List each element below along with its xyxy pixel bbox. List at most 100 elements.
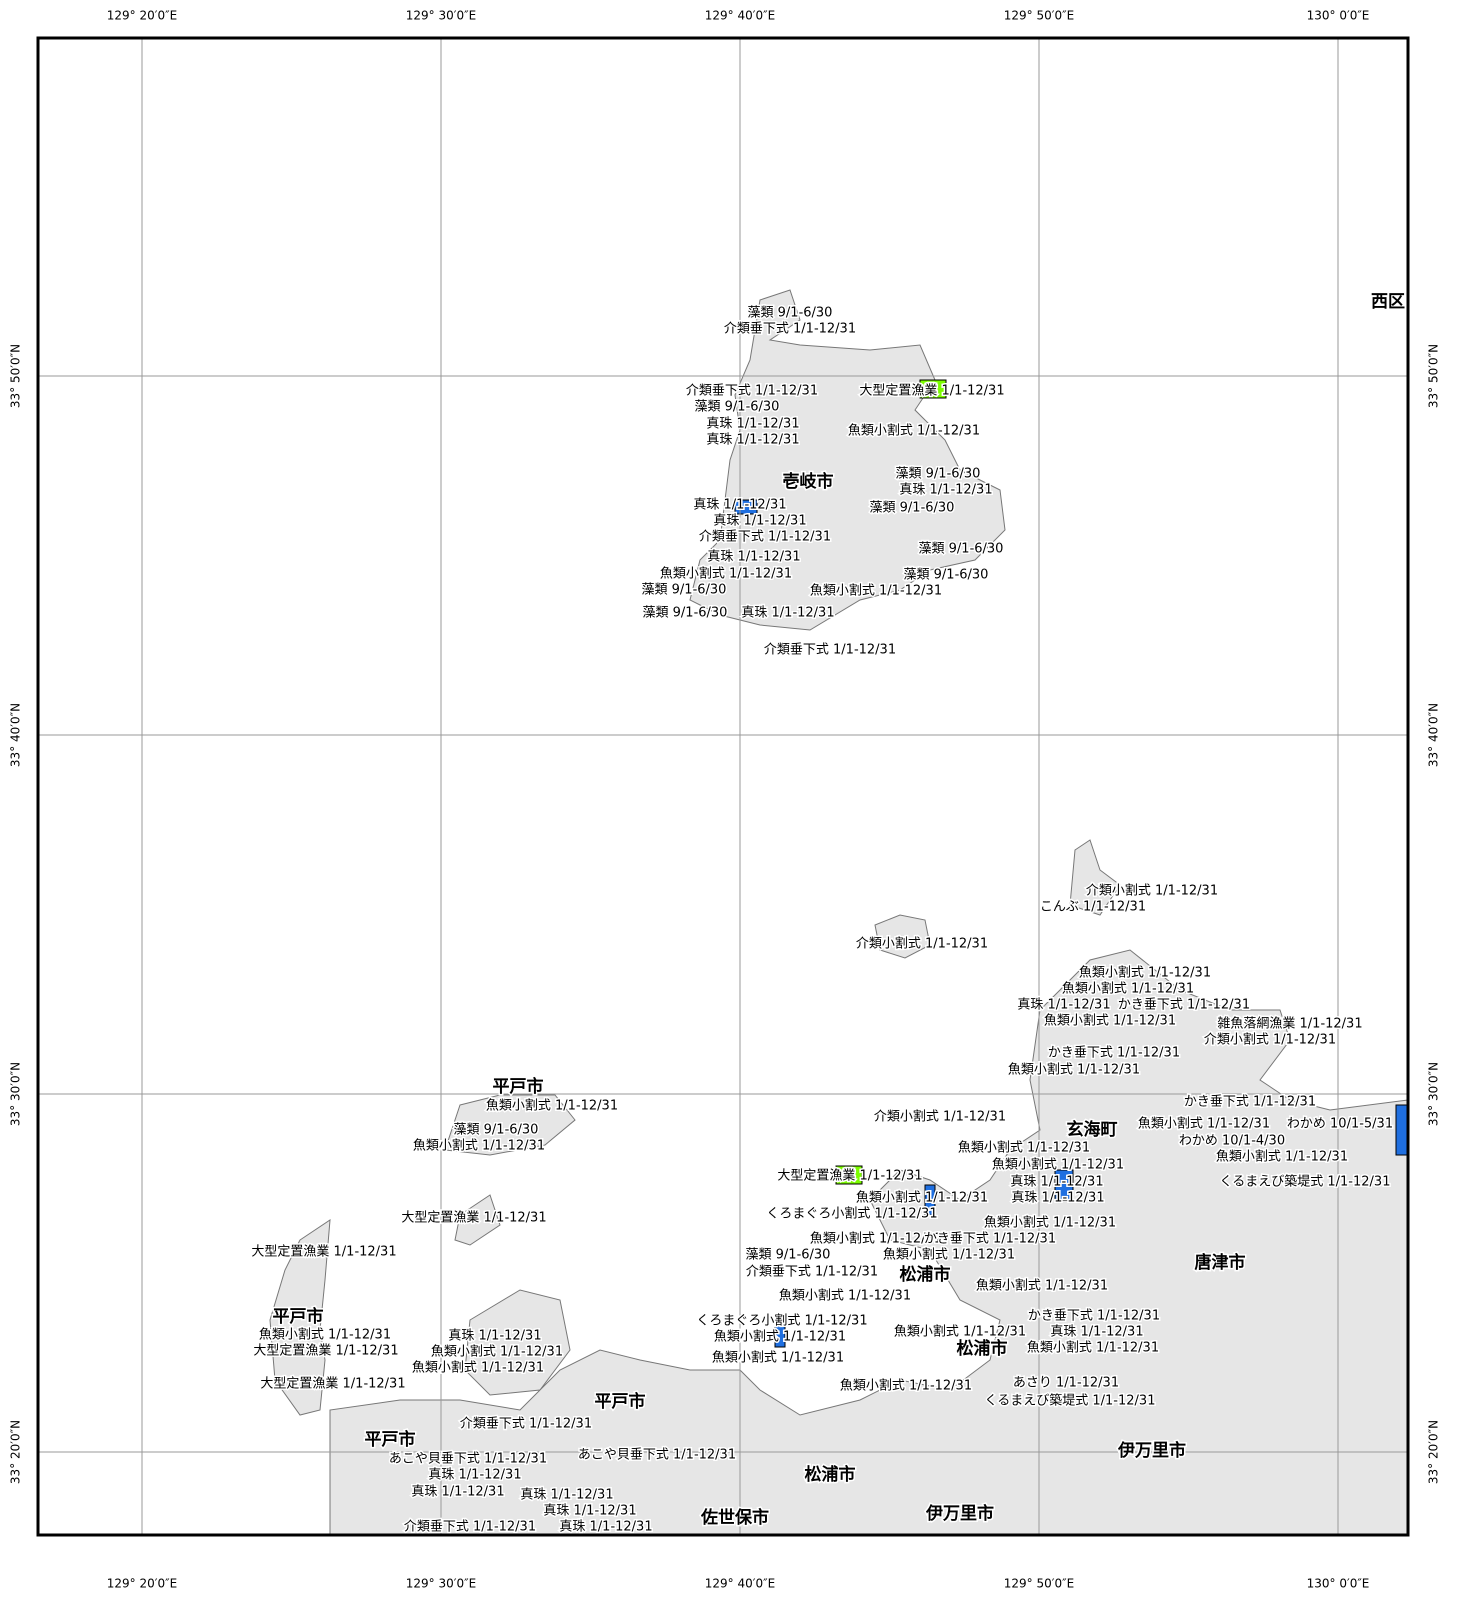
facility-label: 真珠 1/1-12/31 [707,550,800,565]
facility-label: 魚類小割式 1/1-12/31 [992,1157,1124,1173]
facility-label: 藻類 9/1-6/30 [642,583,727,598]
facility-label: 魚類小割式 1/1-12/31 [984,1215,1116,1231]
island [1069,839,1121,916]
lat-label: 33° 50′0″N [1427,344,1441,408]
facility-label: 魚類小割式 1/1-12/31 [1216,1149,1348,1165]
facility-label: 魚類小割式 1/1-12/31 [856,1190,988,1206]
facility-label: くるまえび築堤式 1/1-12/31 [985,1394,1156,1409]
facility-label: 魚類小割式 1/1-12/31 [810,1231,942,1247]
facility-area [1395,1104,1408,1156]
facility-label: かき垂下式 1/1-12/31 [924,1232,1056,1247]
facility-label: 魚類小割式 1/1-12/31 [412,1360,544,1376]
facility-label: 大型定置漁業 1/1-12/31 [253,1343,398,1359]
place-name: 平戸市 [493,1076,544,1097]
island [269,1219,331,1416]
facility-label: 藻類 9/1-6/30 [870,501,955,516]
facility-label: 真珠 1/1-12/31 [543,1504,636,1519]
facility-label: 魚類小割式 1/1-12/31 [660,566,792,582]
facility-area [774,1324,786,1348]
facility-label: かき垂下式 1/1-12/31 [1028,1309,1160,1324]
facility-label: 真珠 1/1-12/31 [1011,1191,1104,1206]
facility-label: 真珠 1/1-12/31 [559,1520,652,1535]
facility-label: くろまぐろ小割式 1/1-12/31 [696,1313,867,1329]
facility-label: 魚類小割式 1/1-12/31 [259,1327,391,1343]
facility-label: かき垂下式 1/1-12/31 [1184,1095,1316,1110]
facility-label: 真珠 1/1-12/31 [448,1329,541,1344]
facility-label: わかめ 10/1-5/31 [1287,1117,1393,1132]
lon-label: 129° 40′0″E [705,9,775,23]
facility-label: 大型定置漁業 1/1-12/31 [859,383,1004,399]
facility-label: 魚類小割式 1/1-12/31 [1008,1062,1140,1078]
facility-label: 魚類小割式 1/1-12/31 [712,1350,844,1366]
place-name: 平戸市 [595,1391,646,1412]
mainland [329,949,1408,1535]
facility-label: 真珠 1/1-12/31 [706,417,799,432]
lat-label: 33° 20′0″N [1427,1420,1441,1484]
place-name: 伊万里市 [1117,1440,1186,1461]
lon-label: 129° 50′0″E [1004,1577,1074,1591]
facility-label: 藻類 9/1-6/30 [748,306,833,321]
facility-label: わかめ 10/1-4/30 [1179,1134,1285,1149]
lat-label: 33° 30′0″N [9,1062,23,1126]
facility-area [835,1165,863,1185]
place-name: 唐津市 [1195,1252,1246,1273]
facility-label: 魚類小割式 1/1-12/31 [810,583,942,599]
place-name: 平戸市 [365,1429,416,1450]
facility-label: 介類垂下式 1/1-12/31 [764,643,896,658]
facility-label: 藻類 9/1-6/30 [904,568,989,583]
facility-label: 魚類小割式 1/1-12/31 [976,1278,1108,1294]
facility-label: 介類垂下式 1/1-12/31 [686,384,818,399]
facility-label: 真珠 1/1-12/31 [899,483,992,498]
facility-label: 藻類 9/1-6/30 [454,1123,539,1138]
facility-label: 魚類小割式 1/1-12/31 [431,1344,563,1360]
place-name: 佐世保市 [700,1507,769,1528]
facility-label: 大型定置漁業 1/1-12/31 [777,1168,922,1184]
lat-label: 33° 20′0″N [9,1420,23,1484]
facility-label: 藻類 9/1-6/30 [919,542,1004,557]
facility-label: 介類小割式 1/1-12/31 [1204,1032,1336,1048]
facility-area [1054,1169,1074,1201]
facility-label: 真珠 1/1-12/31 [693,498,786,513]
island [444,1094,576,1156]
place-name: 玄海町 [1067,1119,1118,1140]
facility-label: 魚類小割式 1/1-12/31 [883,1247,1015,1263]
facility-label: 真珠 1/1-12/31 [706,433,799,448]
facility-label: 藻類 9/1-6/30 [746,1248,831,1263]
facility-label: 魚類小割式 1/1-12/31 [1044,1013,1176,1029]
facility-label: 魚類小割式 1/1-12/31 [486,1098,618,1114]
facility-label: 魚類小割式 1/1-12/31 [1062,981,1194,997]
facility-label: 真珠 1/1-12/31 [741,606,834,621]
place-name: 伊万里市 [925,1503,994,1524]
lon-label: 130° 0′0″E [1307,1577,1370,1591]
facility-label: 介類垂下式 1/1-12/31 [404,1520,536,1535]
lon-label: 129° 20′0″E [107,1577,177,1591]
lat-label: 33° 30′0″N [1427,1062,1441,1126]
facility-label: 魚類小割式 1/1-12/31 [1138,1116,1270,1132]
facility-label: 魚類小割式 1/1-12/31 [413,1138,545,1154]
lon-label: 129° 50′0″E [1004,9,1074,23]
facility-label: くろまぐろ小割式 1/1-12/31 [766,1206,937,1222]
facility-label: 介類小割式 1/1-12/31 [1086,883,1218,899]
facility-label: 介類垂下式 1/1-12/31 [460,1417,592,1432]
lon-label: 129° 30′0″E [406,1577,476,1591]
lat-label: 33° 40′0″N [1427,703,1441,767]
facility-label: 真珠 1/1-12/31 [411,1485,504,1500]
facility-label: 真珠 1/1-12/31 [1010,1175,1103,1190]
facility-label: 大型定置漁業 1/1-12/31 [251,1244,396,1260]
facility-label: 真珠 1/1-12/31 [1017,998,1110,1013]
facility-label: 大型定置漁業 1/1-12/31 [401,1210,546,1226]
facility-label: 魚類小割式 1/1-12/31 [848,423,980,439]
facility-label: 大型定置漁業 1/1-12/31 [260,1376,405,1392]
place-name: 壱岐市 [783,471,834,492]
island [464,1289,571,1396]
facility-label: あこや貝垂下式 1/1-12/31 [389,1452,547,1467]
lon-label: 129° 40′0″E [705,1577,775,1591]
facility-label: 魚類小割式 1/1-12/31 [1079,965,1211,981]
place-name: 西区 [1371,292,1405,312]
facility-label: 雑魚落網漁業 1/1-12/31 [1217,1016,1362,1032]
facility-label: 介類垂下式 1/1-12/31 [699,530,831,545]
facility-label: 藻類 9/1-6/30 [643,606,728,621]
map-frame [36,36,1410,1537]
graticule-labels: 129° 20′0″E 129° 20′0″E 129° 30′0″E 129° 30… [9,9,1441,1591]
facility-label: 魚類小割式 1/1-12/31 [958,1140,1090,1156]
